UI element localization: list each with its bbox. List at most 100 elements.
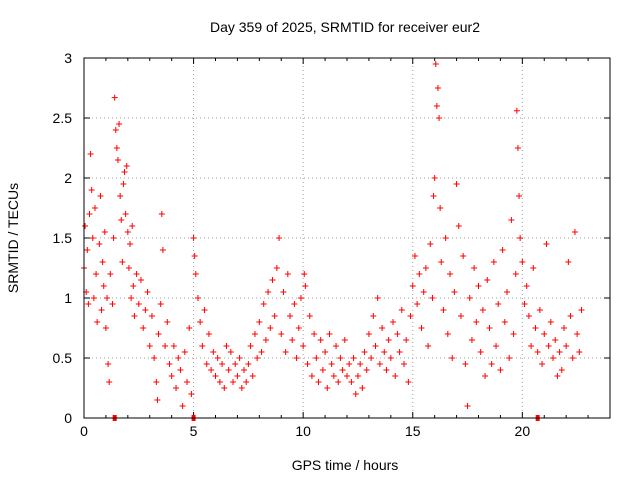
- data-point: [471, 265, 478, 271]
- data-point: [451, 289, 458, 295]
- data-point: [112, 127, 119, 133]
- data-point: [322, 349, 329, 355]
- x-tick-label: 15: [405, 423, 421, 439]
- data-point: [297, 295, 304, 301]
- data-point: [534, 349, 541, 355]
- data-point: [550, 355, 557, 361]
- data-point: [188, 391, 195, 397]
- data-point: [383, 367, 390, 373]
- y-tick-labels: 0 0.5 1 1.5 2 2.5 3: [53, 50, 73, 426]
- data-point: [300, 343, 307, 349]
- data-point: [457, 313, 464, 319]
- data-point: [146, 343, 153, 349]
- data-point: [184, 379, 191, 385]
- data-point: [118, 217, 125, 223]
- data-point: [385, 337, 392, 343]
- data-point: [291, 301, 298, 307]
- data-point: [337, 355, 344, 361]
- data-point: [120, 181, 127, 187]
- data-point: [243, 379, 250, 385]
- data-points: [81, 61, 585, 409]
- data-point: [301, 271, 308, 277]
- data-point: [379, 325, 386, 331]
- data-point: [311, 331, 318, 337]
- data-point: [133, 271, 140, 277]
- data-point: [173, 385, 180, 391]
- data-point: [247, 343, 254, 349]
- data-point: [387, 355, 394, 361]
- data-point: [344, 373, 350, 379]
- data-point: [427, 241, 434, 247]
- data-point: [99, 259, 106, 265]
- data-point: [170, 343, 177, 349]
- data-point: [216, 379, 223, 385]
- data-point: [121, 169, 128, 175]
- data-point: [113, 145, 120, 151]
- data-point: [116, 121, 123, 127]
- data-point: [186, 325, 193, 331]
- data-point: [539, 361, 546, 367]
- data-point: [162, 343, 169, 349]
- data-point: [106, 379, 113, 385]
- data-point: [225, 367, 232, 373]
- data-point: [482, 373, 489, 379]
- data-point: [449, 355, 456, 361]
- data-point: [516, 193, 523, 199]
- data-point: [431, 175, 438, 181]
- data-point: [87, 151, 94, 157]
- data-point: [479, 307, 486, 313]
- data-point: [365, 331, 372, 337]
- data-point: [190, 235, 197, 241]
- data-point: [475, 283, 482, 289]
- data-point: [192, 271, 199, 277]
- x-tick-label: 10: [295, 423, 311, 439]
- data-point: [249, 373, 256, 379]
- data-point: [484, 277, 491, 283]
- data-point: [460, 253, 467, 259]
- data-point: [473, 319, 480, 325]
- data-point: [477, 349, 484, 355]
- data-point: [400, 361, 407, 367]
- data-point: [462, 361, 469, 367]
- data-point: [221, 385, 228, 391]
- y-tick-label: 0: [64, 410, 72, 426]
- data-point: [304, 361, 311, 367]
- data-point: [350, 355, 357, 361]
- data-point: [84, 247, 91, 253]
- data-point: [411, 253, 418, 259]
- data-point: [123, 163, 130, 169]
- data-point: [513, 107, 520, 114]
- data-point: [313, 355, 320, 361]
- data-point: [94, 319, 101, 325]
- data-point: [267, 325, 274, 331]
- data-point: [157, 301, 164, 307]
- data-point: [308, 373, 315, 379]
- data-point: [317, 337, 324, 343]
- data-point: [405, 379, 412, 385]
- data-point: [433, 103, 440, 109]
- y-tick-label: 2: [64, 170, 72, 186]
- data-point: [135, 301, 142, 307]
- data-point: [109, 301, 116, 307]
- data-point: [122, 211, 129, 217]
- data-point: [181, 349, 188, 355]
- data-point: [552, 337, 559, 343]
- data-point: [390, 319, 397, 325]
- data-point: [447, 271, 454, 277]
- data-point: [114, 157, 121, 163]
- data-point: [245, 361, 252, 367]
- chart-title: Day 359 of 2025, SRMTID for receiver eur…: [210, 19, 480, 35]
- data-point: [359, 385, 366, 391]
- data-point: [486, 325, 493, 331]
- data-point: [363, 367, 370, 373]
- data-point: [223, 343, 230, 349]
- data-point: [104, 295, 111, 301]
- data-point: [295, 325, 302, 331]
- data-point: [453, 181, 460, 187]
- data-point: [488, 361, 495, 367]
- data-point: [352, 391, 359, 397]
- data-point: [333, 343, 340, 349]
- data-point: [197, 319, 204, 325]
- data-point: [512, 271, 519, 277]
